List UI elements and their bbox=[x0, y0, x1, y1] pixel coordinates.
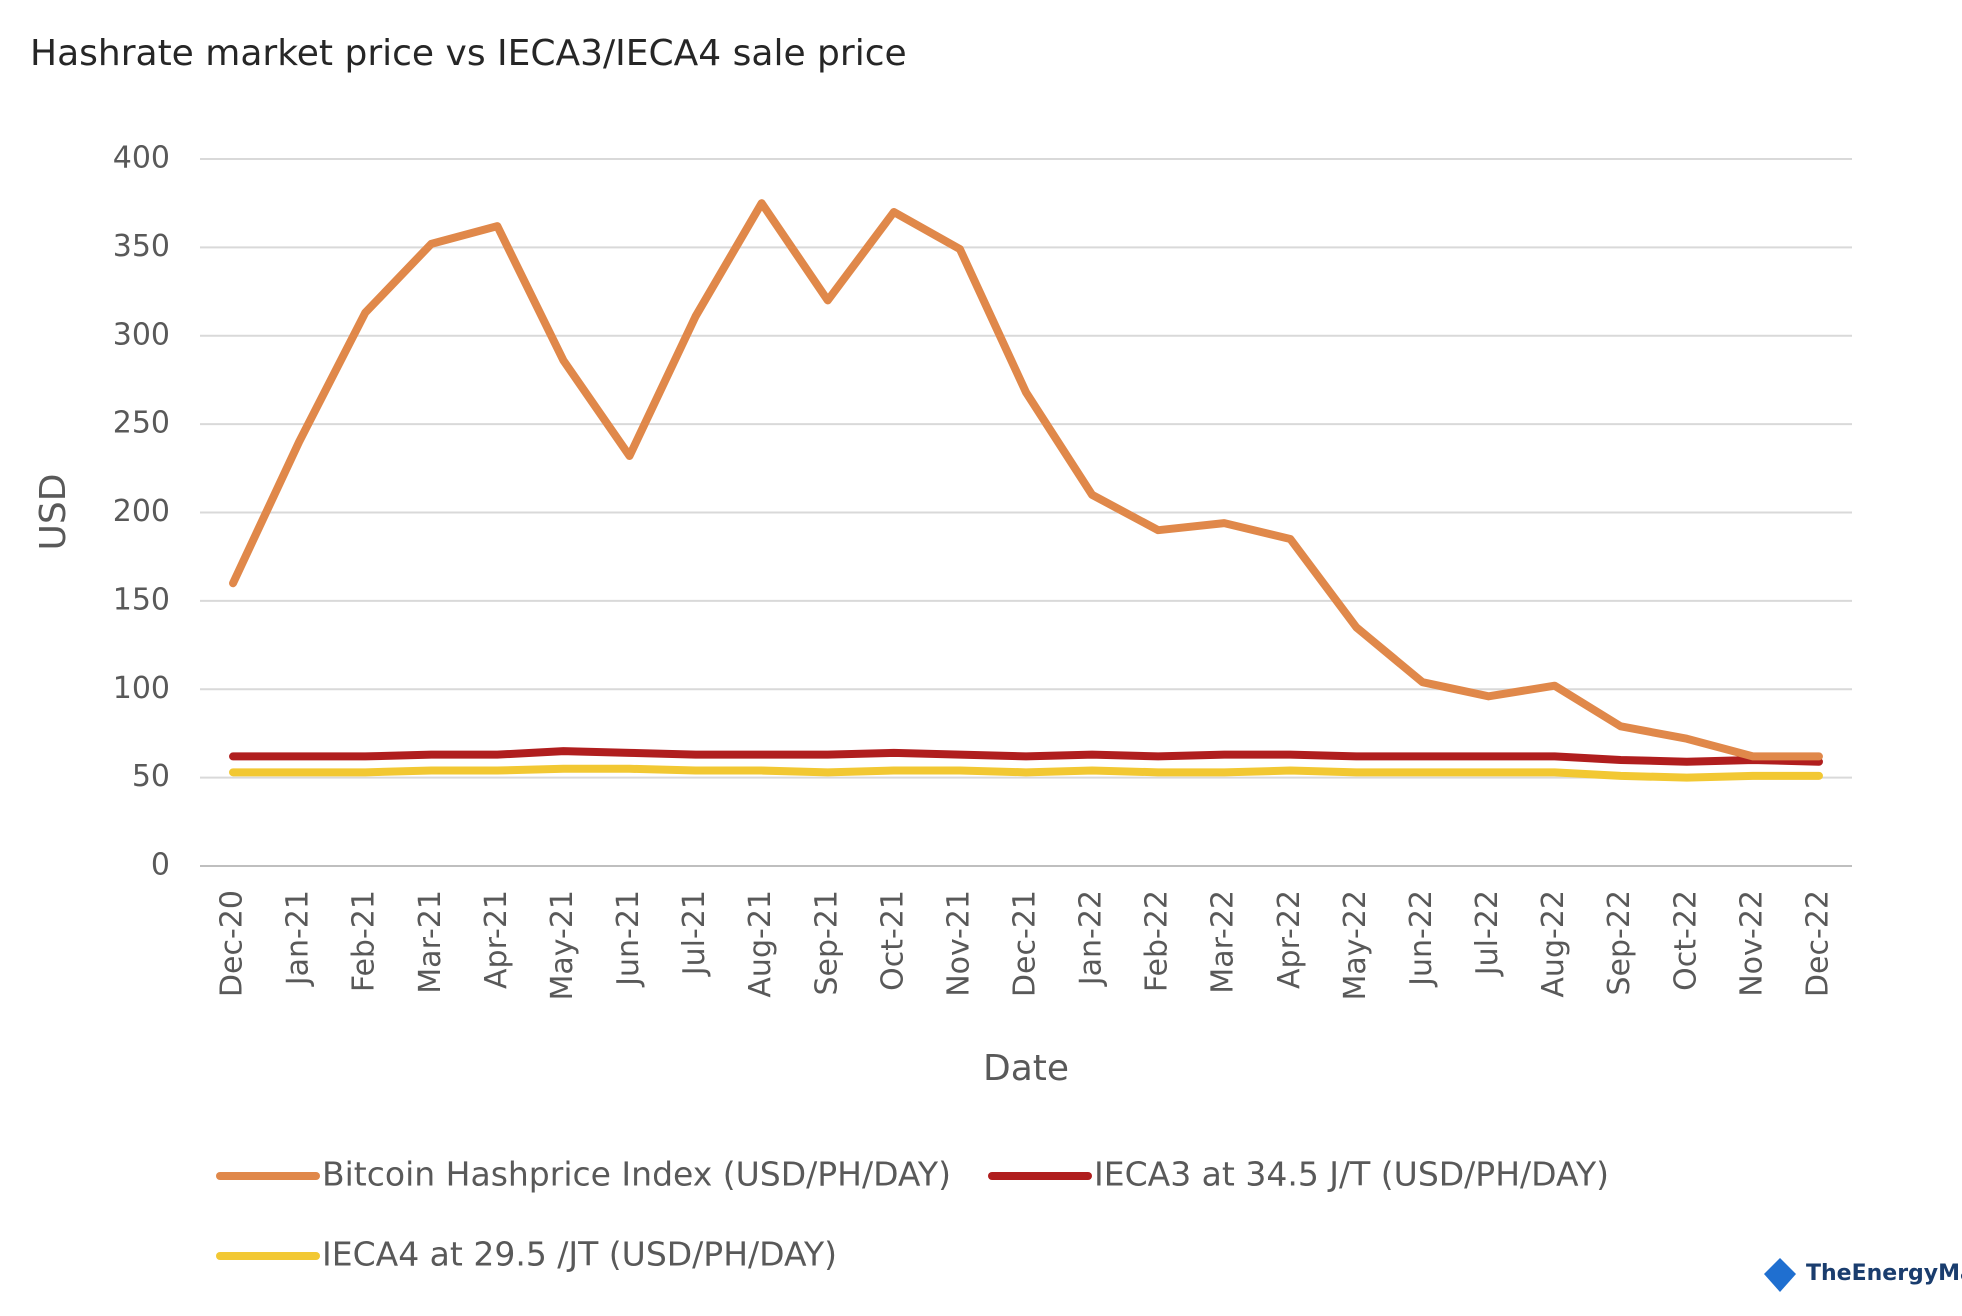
x-tick-label: Apr-21 bbox=[479, 890, 514, 989]
x-tick-label: Jul-21 bbox=[677, 890, 712, 977]
legend-label: IECA3 at 34.5 J/T (USD/PH/DAY) bbox=[1094, 1155, 1609, 1194]
x-tick-label: Feb-21 bbox=[347, 890, 382, 992]
x-tick-label: Jul-22 bbox=[1470, 890, 1505, 977]
legend-item: IECA4 at 29.5 /JT (USD/PH/DAY) bbox=[216, 1235, 837, 1274]
x-tick-label: Oct-22 bbox=[1668, 890, 1703, 991]
legend-label: Bitcoin Hashprice Index (USD/PH/DAY) bbox=[322, 1155, 951, 1194]
x-tick-label: Mar-21 bbox=[413, 890, 448, 994]
x-tick-label: Sep-21 bbox=[809, 890, 844, 996]
x-tick-label: Aug-21 bbox=[743, 890, 778, 998]
y-tick-label: 350 bbox=[113, 229, 170, 264]
y-tick-label: 150 bbox=[113, 582, 170, 617]
watermark: TheEnergyMag bbox=[1806, 1261, 1962, 1286]
data-line bbox=[229, 199, 1823, 761]
x-tick-label: Jan-21 bbox=[281, 890, 316, 987]
data-line bbox=[229, 764, 1823, 782]
chart-title: Hashrate market price vs IECA3/IECA4 sal… bbox=[30, 33, 907, 74]
x-tick-label: Oct-21 bbox=[875, 890, 910, 991]
y-tick-label: 300 bbox=[113, 317, 170, 352]
x-tick-label: Feb-22 bbox=[1140, 890, 1175, 992]
y-tick-label: 400 bbox=[113, 141, 170, 176]
data-line bbox=[229, 747, 1823, 766]
y-tick-label: 200 bbox=[113, 494, 170, 529]
x-tick-label: Mar-22 bbox=[1206, 890, 1241, 994]
x-tick-label: Dec-21 bbox=[1008, 890, 1043, 997]
y-tick-label: 100 bbox=[113, 671, 170, 706]
x-tick-label: Jun-21 bbox=[611, 890, 646, 988]
x-tick-label: May-22 bbox=[1338, 890, 1373, 1001]
legend-item: Bitcoin Hashprice Index (USD/PH/DAY) bbox=[216, 1155, 951, 1194]
x-tick-label: Sep-22 bbox=[1602, 890, 1637, 996]
x-tick-label: Apr-22 bbox=[1272, 890, 1307, 989]
y-tick-label: 0 bbox=[151, 848, 170, 883]
x-tick-label: Aug-22 bbox=[1536, 890, 1571, 998]
x-tick-label: Dec-20 bbox=[215, 890, 250, 997]
x-tick-label: May-21 bbox=[545, 890, 580, 1001]
x-tick-label: Jan-22 bbox=[1074, 890, 1109, 987]
logo-icon bbox=[1764, 1258, 1796, 1292]
x-tick-label: Jun-22 bbox=[1404, 890, 1439, 988]
y-axis-label: USD bbox=[33, 474, 74, 551]
x-tick-label: Nov-21 bbox=[941, 890, 976, 997]
x-tick-label: Nov-22 bbox=[1734, 890, 1769, 997]
watermark-logo: TheEnergyMag bbox=[1764, 1258, 1962, 1292]
legend-item: IECA3 at 34.5 J/T (USD/PH/DAY) bbox=[988, 1155, 1609, 1194]
x-tick-label: Dec-22 bbox=[1800, 890, 1835, 997]
y-tick-label: 50 bbox=[132, 759, 170, 794]
y-tick-label: 250 bbox=[113, 406, 170, 441]
legend-label: IECA4 at 29.5 /JT (USD/PH/DAY) bbox=[322, 1235, 837, 1274]
x-axis-label: Date bbox=[983, 1048, 1069, 1089]
